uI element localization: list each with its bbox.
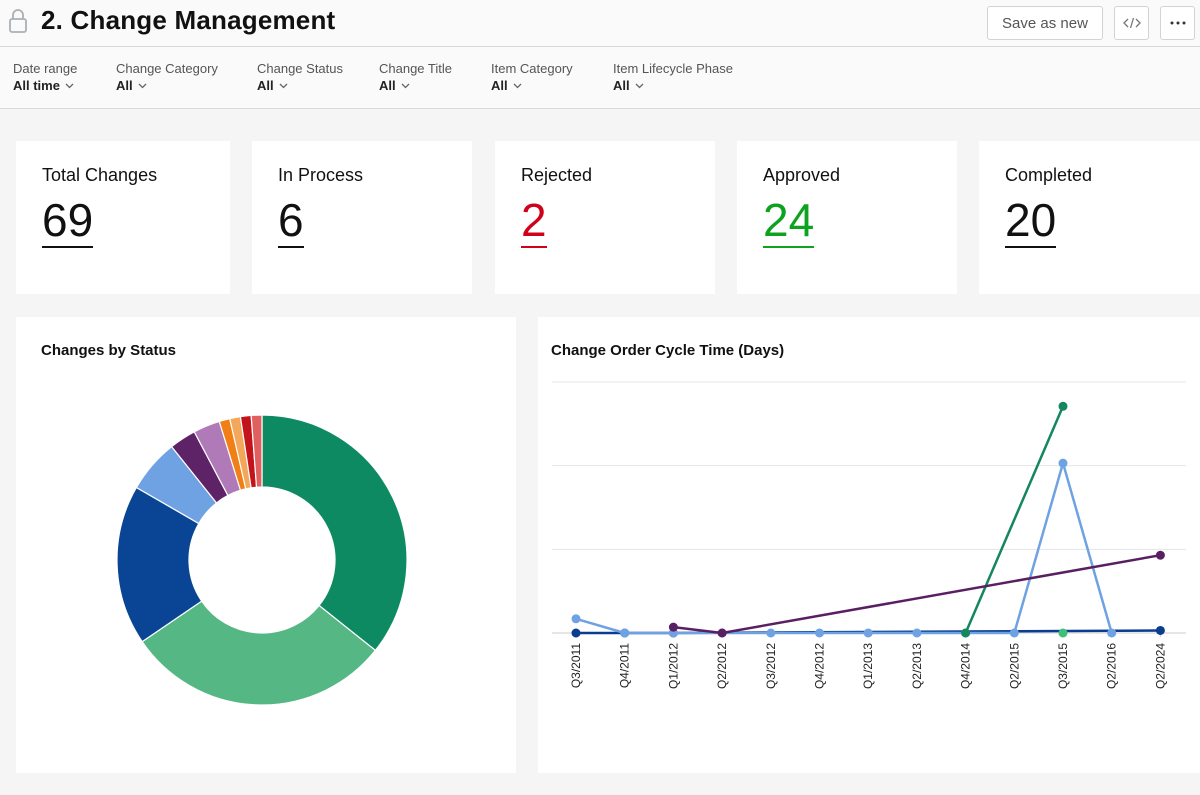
data-point[interactable] (620, 628, 630, 638)
kpi-value[interactable]: 24 (763, 194, 815, 248)
donut-slice-0[interactable] (261, 414, 408, 652)
x-tick-label: Q1/2013 (861, 643, 875, 689)
x-tick-label: Q4/2014 (959, 643, 973, 689)
data-point[interactable] (1155, 550, 1165, 560)
x-tick-label: Q2/2012 (715, 643, 729, 689)
cycle-time-card: Change Order Cycle Time (Days) Q3/2011 Q4… (538, 317, 1200, 773)
save-as-new-button[interactable]: Save as new (987, 6, 1103, 40)
filter-change-status[interactable]: Change Status All (257, 61, 343, 93)
filter-change-category[interactable]: Change Category All (116, 61, 218, 93)
donut-slice-1[interactable] (141, 600, 377, 706)
kpi-completed: Completed 20 (979, 141, 1200, 294)
x-tick-label: Q2/2016 (1105, 643, 1119, 689)
kpi-label: In Process (278, 165, 364, 185)
data-point[interactable] (1107, 628, 1117, 638)
kpi-label: Total Changes (42, 165, 158, 185)
data-point[interactable] (912, 628, 922, 638)
kpi-value[interactable]: 2 (521, 194, 547, 248)
x-tick-label: Q1/2012 (666, 643, 680, 689)
filter-item-category[interactable]: Item Category All (491, 61, 573, 93)
chart-title: Change Order Cycle Time (Days) (551, 342, 785, 359)
chevron-down-icon (279, 83, 288, 88)
filter-label: Item Category (491, 61, 573, 76)
more-icon (1170, 21, 1185, 25)
x-tick-label: Q2/2013 (910, 643, 924, 689)
kpi-value[interactable]: 20 (1005, 194, 1057, 248)
changes-by-status-card: Changes by Status (16, 317, 516, 773)
kpi-label: Rejected (521, 165, 593, 185)
x-tick-label: Q3/2015 (1056, 643, 1070, 689)
data-point[interactable] (1009, 628, 1019, 638)
series-line-1 (575, 461, 1113, 635)
chevron-down-icon (635, 83, 644, 88)
kpi-value[interactable]: 6 (278, 194, 304, 248)
line-chart: Q3/2011 Q4/2011 Q1/2012 Q2/2012 Q3/2012 Q4/20… (552, 381, 1186, 689)
kpi-in-process: In Process 6 (252, 141, 472, 294)
kpi-label: Approved (763, 165, 841, 185)
data-point[interactable] (1058, 401, 1068, 411)
data-point[interactable] (1058, 628, 1068, 638)
kpi-label: Completed (1005, 165, 1093, 185)
chevron-down-icon (513, 83, 522, 88)
data-point[interactable] (668, 622, 678, 632)
kpi-total-changes: Total Changes 69 (16, 141, 230, 294)
x-tick-label: Q3/2011 (569, 643, 583, 688)
data-point[interactable] (571, 628, 581, 638)
kpi-value[interactable]: 69 (42, 194, 94, 248)
chevron-down-icon (401, 83, 410, 88)
x-tick-label: Q2/2015 (1007, 643, 1021, 689)
series-line-3 (673, 553, 1161, 635)
x-tick-label: Q3/2012 (764, 643, 778, 689)
filter-item-lifecycle-phase[interactable]: Item Lifecycle Phase All (613, 61, 733, 93)
data-point[interactable] (571, 614, 581, 624)
data-point[interactable] (1058, 458, 1068, 468)
data-point[interactable] (863, 628, 873, 638)
filter-label: Change Status (257, 61, 344, 76)
more-options-button[interactable] (1160, 6, 1195, 40)
filter-value: All (491, 78, 508, 93)
donut-slice-9[interactable] (250, 414, 263, 488)
kpi-approved: Approved 24 (737, 141, 957, 294)
filter-bar: Date range All time Change Category All … (0, 47, 1200, 109)
filter-label: Change Title (379, 61, 452, 76)
donut-slice-2[interactable] (116, 486, 203, 643)
data-point[interactable] (766, 628, 776, 638)
filter-value: All (613, 78, 630, 93)
filter-change-title[interactable]: Change Title All (379, 61, 452, 93)
filter-value: All time (13, 78, 60, 93)
filter-label: Item Lifecycle Phase (613, 61, 733, 76)
lock-icon (9, 9, 27, 33)
x-tick-label: Q2/2024 (1153, 643, 1167, 689)
x-tick-label: Q4/2011 (618, 643, 632, 688)
data-point[interactable] (961, 628, 971, 638)
chevron-down-icon (138, 83, 147, 88)
kpi-rejected: Rejected 2 (495, 141, 715, 294)
filter-value: All (379, 78, 396, 93)
filter-label: Date range (13, 61, 78, 76)
data-point[interactable] (1155, 625, 1165, 635)
embed-code-button[interactable] (1114, 6, 1149, 40)
filter-label: Change Category (116, 61, 218, 76)
filter-value: All (257, 78, 274, 93)
data-point[interactable] (717, 628, 727, 638)
filter-value: All (116, 78, 133, 93)
data-point[interactable] (815, 628, 824, 638)
chevron-down-icon (65, 83, 74, 88)
code-icon (1122, 17, 1141, 29)
x-tick-label: Q4/2012 (813, 643, 827, 689)
chart-title: Changes by Status (41, 342, 177, 359)
page-title: 2. Change Management (41, 5, 336, 35)
header-bar: 2. Change Management Save as new (0, 0, 1200, 47)
donut-chart (116, 414, 408, 706)
filter-date-range[interactable]: Date range All time (13, 61, 77, 93)
series-line-2 (964, 405, 1065, 634)
